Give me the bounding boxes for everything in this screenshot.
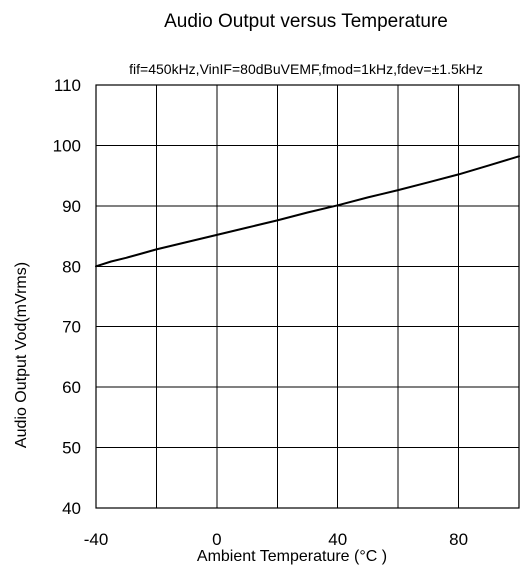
x-tick-label: -40 [84,530,109,549]
y-axis-label: Audio Output Vod(mVrms) [13,262,30,448]
chart-subtitle: fif=450kHz,VinIF=80dBuVEMF,fmod=1kHz,fde… [129,61,483,77]
chart-title: Audio Output versus Temperature [164,11,448,32]
x-axis-label: Ambient Temperature (°C ) [197,548,387,565]
y-tick-label: 50 [62,439,81,458]
series-layer [95,155,520,268]
x-tick-label: 0 [212,530,221,549]
y-tick-label: 70 [62,318,81,337]
plot-frame [95,84,520,509]
x-tick-label: 80 [449,530,468,549]
grid [95,84,520,509]
tick-labels: -40 0 40 80 40 50 60 70 80 90 100 110 [53,76,468,549]
y-tick-label: 100 [53,136,81,155]
y-tick-label: 90 [62,197,81,216]
series-line [95,155,520,268]
y-tick-label: 110 [54,76,81,95]
y-tick-label: 40 [62,499,81,518]
y-tick-label: 60 [62,378,81,397]
x-tick-label: 40 [328,530,347,549]
y-tick-label: 80 [62,257,81,276]
